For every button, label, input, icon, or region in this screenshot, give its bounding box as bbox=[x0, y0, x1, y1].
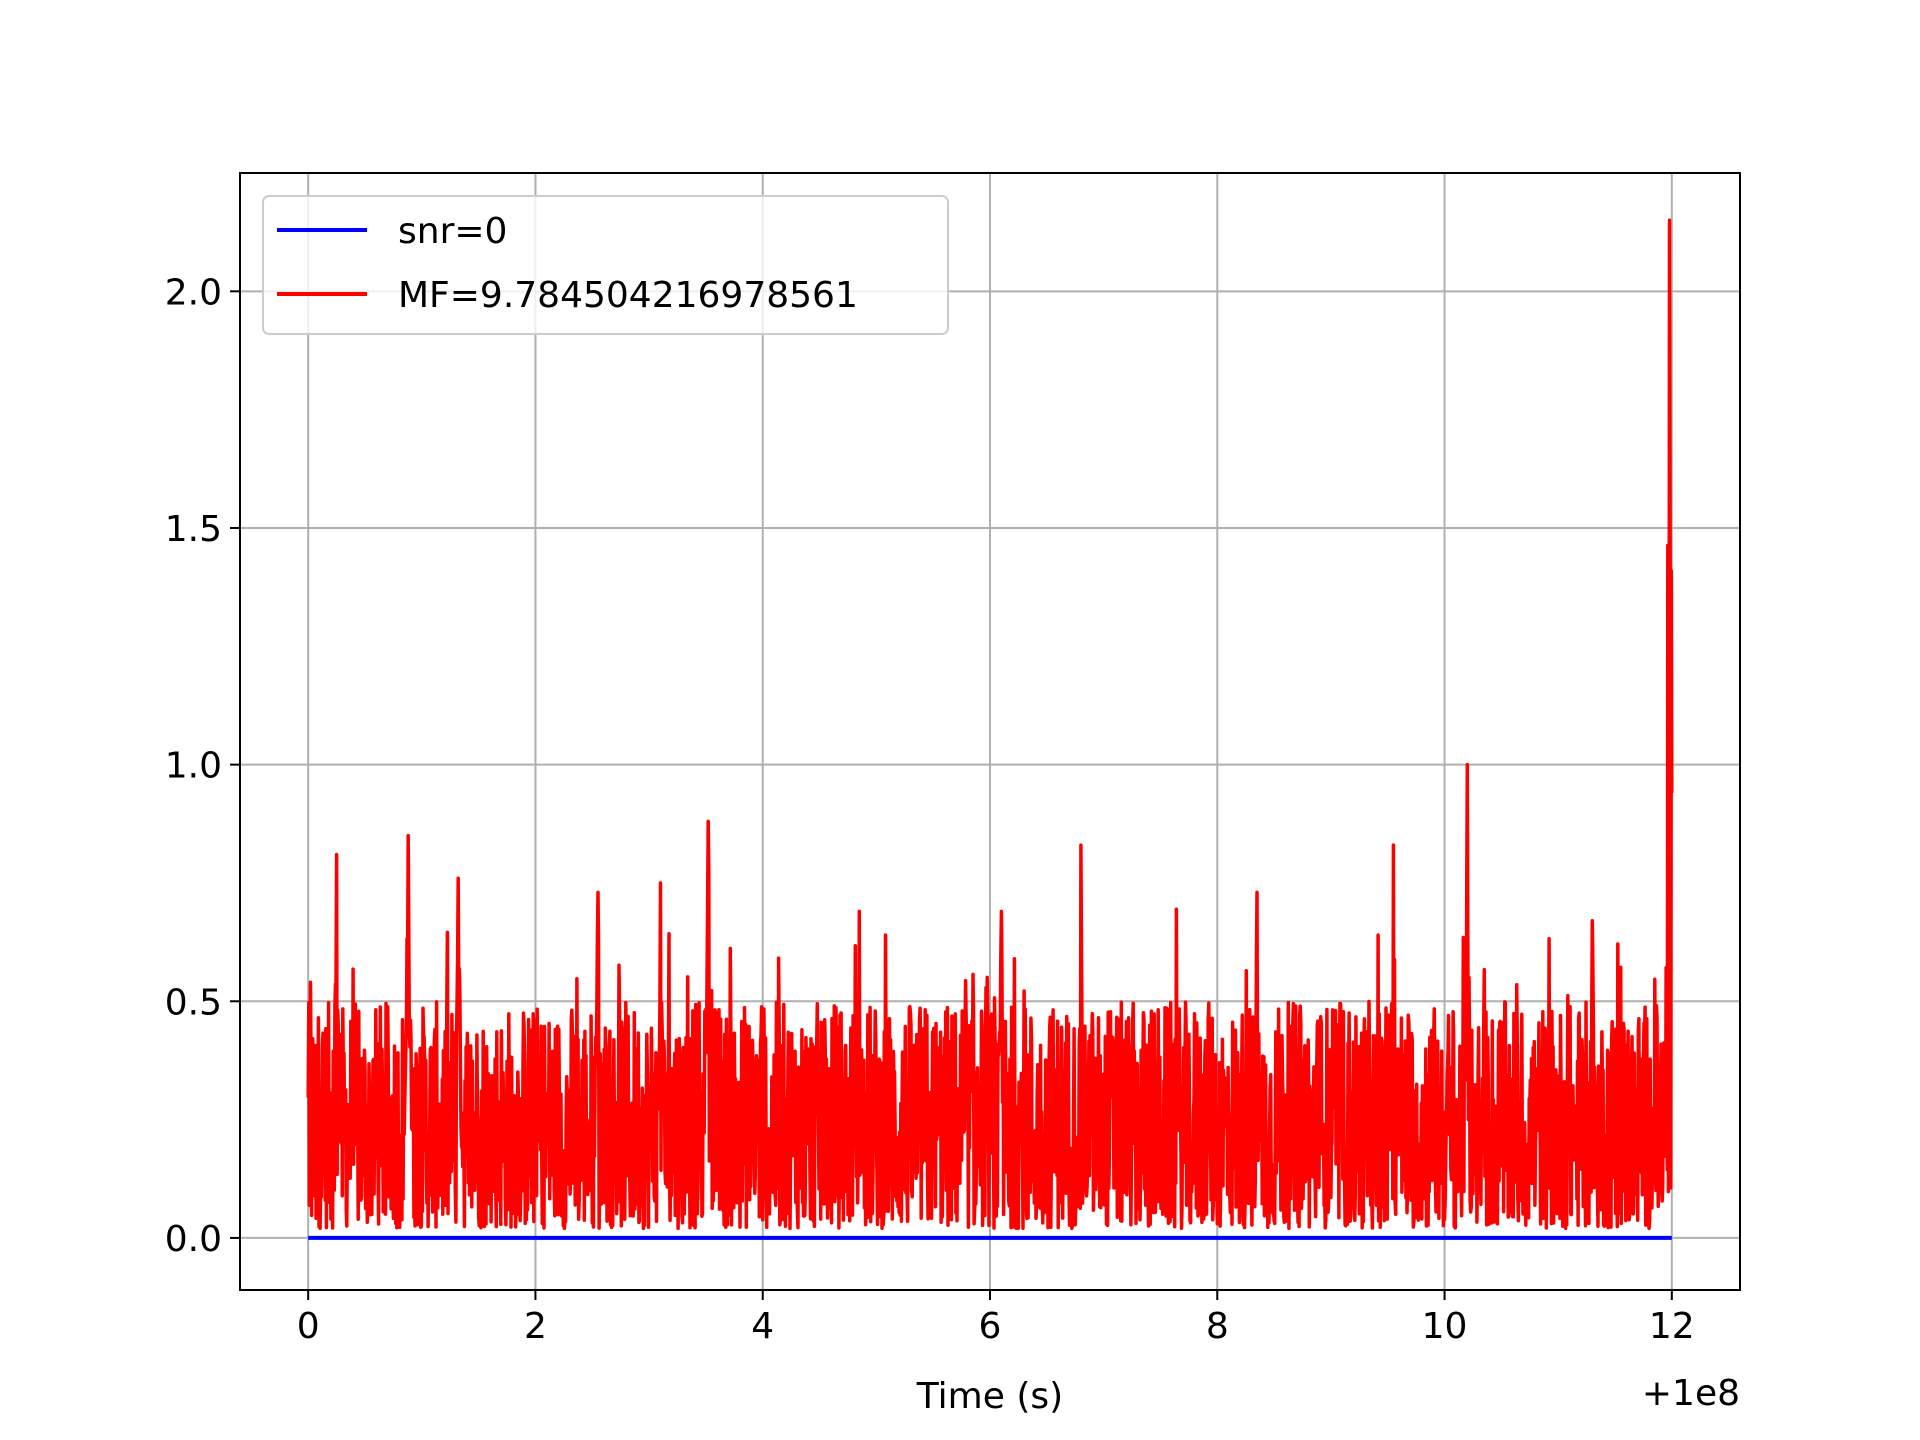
x-tick-label: 6 bbox=[979, 1306, 1002, 1347]
legend: snr=0 MF=9.784504216978561 bbox=[262, 195, 949, 335]
x-tick-label: 8 bbox=[1206, 1306, 1229, 1347]
x-tick-label: 12 bbox=[1649, 1306, 1695, 1347]
y-tick-label: 1.5 bbox=[165, 509, 222, 550]
x-tick-label: 4 bbox=[751, 1306, 774, 1347]
x-tick-label: 2 bbox=[524, 1306, 547, 1347]
y-tick-label: 0.0 bbox=[165, 1219, 222, 1260]
x-axis-offset-label: +1e8 bbox=[1642, 1373, 1740, 1414]
y-tick-label: 1.0 bbox=[165, 746, 222, 787]
y-tick-label: 2.0 bbox=[165, 272, 222, 313]
legend-label-snr: snr=0 bbox=[398, 211, 507, 252]
y-tick-label: 0.5 bbox=[165, 982, 222, 1023]
x-axis-label: Time (s) bbox=[916, 1376, 1063, 1417]
x-tick-label: 0 bbox=[297, 1306, 320, 1347]
series-line-mf bbox=[306, 218, 1674, 1231]
ticks: 0 2 4 6 8 10 12 0.0 0.5 1.0 1.5 2.0 bbox=[165, 272, 1695, 1347]
x-tick-label: 10 bbox=[1422, 1306, 1468, 1347]
legend-box bbox=[262, 195, 949, 335]
series bbox=[306, 218, 1674, 1240]
legend-label-mf: MF=9.784504216978561 bbox=[398, 275, 858, 316]
